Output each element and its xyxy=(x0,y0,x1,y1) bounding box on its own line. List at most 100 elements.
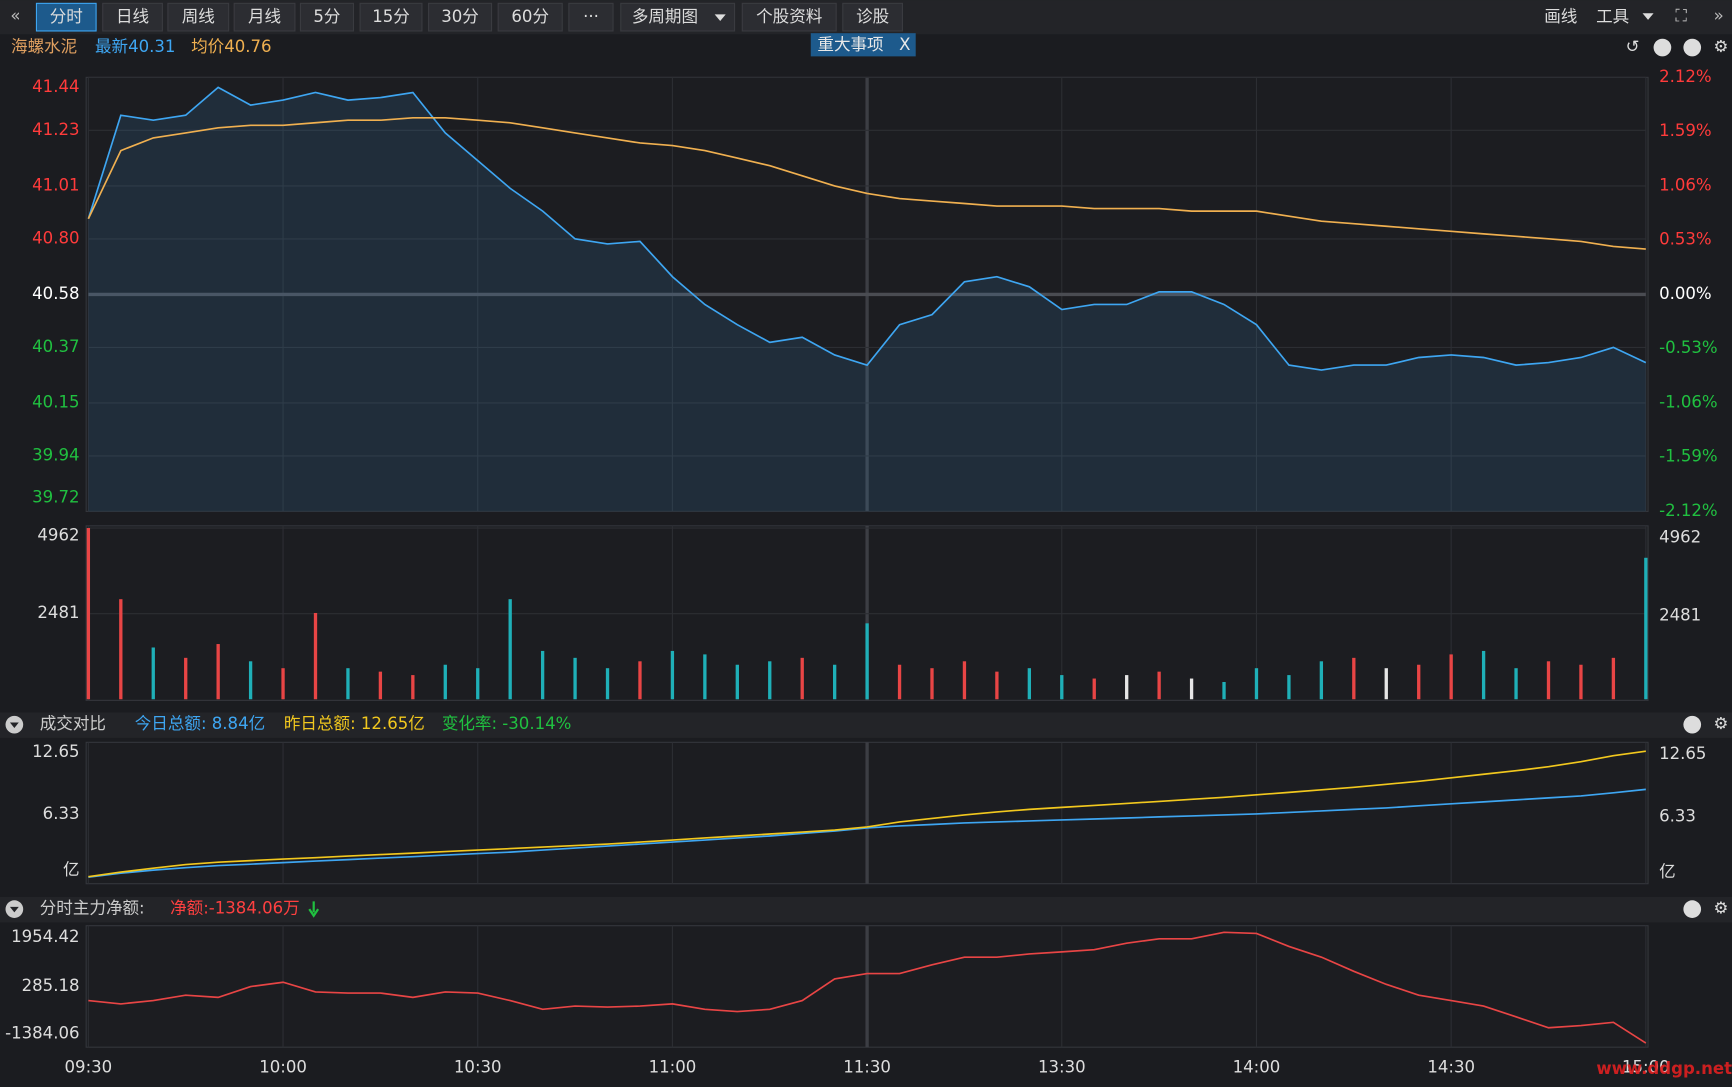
amount-header-bar xyxy=(0,712,1732,738)
volume-bar xyxy=(281,668,285,700)
dropdown-arrow xyxy=(714,14,726,22)
x-tick-label: 10:30 xyxy=(454,1058,502,1077)
volume-bar xyxy=(735,664,739,700)
volume-bar xyxy=(119,599,123,700)
zoom-in-icon[interactable] xyxy=(1653,38,1672,57)
toolbar-button-label[interactable]: 30分 xyxy=(441,7,479,26)
volume-bar xyxy=(995,671,999,700)
volume-bar xyxy=(1125,675,1129,700)
toolbar-button-label[interactable]: 个股资料 xyxy=(756,7,822,26)
volume-bar xyxy=(1384,668,1388,700)
close-icon[interactable] xyxy=(1683,715,1702,734)
toolbar-button-label[interactable]: 周线 xyxy=(182,7,215,26)
settings-icon[interactable]: ⚙ xyxy=(1714,899,1729,918)
volume-bar xyxy=(833,664,837,700)
toolbar-button[interactable] xyxy=(167,2,230,32)
toolbar-button-label[interactable]: 诊股 xyxy=(856,7,889,26)
toolbar-button-label[interactable]: 5分 xyxy=(313,7,340,26)
y-tick-label: 40.15 xyxy=(32,392,79,411)
settings-icon[interactable]: ⚙ xyxy=(1714,37,1729,56)
volume-bar xyxy=(638,661,642,700)
volume-bar xyxy=(1644,557,1648,700)
toolbar-button-label[interactable]: ··· xyxy=(583,7,599,26)
amount-title: 成交对比 xyxy=(40,714,106,733)
event-close[interactable]: X xyxy=(899,35,910,54)
volume-bar xyxy=(1449,654,1453,700)
line xyxy=(87,86,1647,371)
flow-net: 净额:-1384.06万 xyxy=(170,899,300,918)
toolbar-button[interactable] xyxy=(497,2,563,32)
volume-bar xyxy=(768,661,772,700)
toolbar-button[interactable] xyxy=(233,2,296,32)
volume-bar xyxy=(1352,657,1356,700)
volume-bar xyxy=(1092,678,1096,700)
volume-bar xyxy=(573,657,577,700)
toolbar-button[interactable] xyxy=(568,2,614,32)
toolbar-button-label[interactable]: 月线 xyxy=(248,7,281,26)
y2-tick-label: 0.53% xyxy=(1659,230,1712,249)
volume-bar xyxy=(476,668,480,700)
toolbar-button-label[interactable]: 15分 xyxy=(372,7,410,26)
x-tick-label: 11:00 xyxy=(649,1058,697,1077)
volume-bar xyxy=(1189,678,1194,700)
amount-yesterday: 昨日总额: 12.65亿 xyxy=(284,714,425,733)
volume-bar xyxy=(151,647,155,700)
y-tick-label: 40.58 xyxy=(32,284,79,303)
x-tick-label: 14:30 xyxy=(1427,1058,1475,1077)
zoom-out-icon[interactable] xyxy=(1683,38,1702,57)
y2-tick-label: 1.06% xyxy=(1659,175,1712,194)
flow-title: 分时主力净额: xyxy=(40,899,145,918)
y-tick-label-right: 亿 xyxy=(1659,862,1676,881)
volume-bar xyxy=(897,664,902,700)
toolbar-button[interactable] xyxy=(620,2,736,32)
toolbar-button-label[interactable]: 多周期图 xyxy=(632,7,698,26)
toolbar-button[interactable] xyxy=(842,2,904,32)
x-tick-label: 15:00 xyxy=(1622,1058,1670,1077)
average-price: 均价40.76 xyxy=(191,37,271,56)
volume-bar xyxy=(1417,664,1421,700)
toolbar-button[interactable] xyxy=(102,2,163,32)
x-tick-label: 09:30 xyxy=(65,1058,113,1077)
y-tick-label: 12.65 xyxy=(32,742,79,761)
volume-bar xyxy=(313,612,318,700)
volume-bar xyxy=(1222,681,1226,700)
x-tick-label: 13:30 xyxy=(1038,1058,1086,1077)
next-arrow[interactable]: » xyxy=(1714,6,1724,25)
volume-bar xyxy=(1514,668,1518,700)
toolbar-button[interactable] xyxy=(359,2,423,32)
toolbar-button[interactable] xyxy=(35,2,97,32)
amount-today: 今日总额: 8.84亿 xyxy=(135,714,265,733)
down-arrow xyxy=(308,901,320,918)
toolbar-right-label[interactable]: 画线 xyxy=(1544,7,1577,26)
toolbar-button-label[interactable]: 60分 xyxy=(511,7,549,26)
x-tick-label: 11:30 xyxy=(843,1058,891,1077)
latest-price: 最新40.31 xyxy=(95,37,175,56)
settings-icon[interactable]: ⚙ xyxy=(1714,714,1729,733)
volume-bar xyxy=(1481,650,1486,700)
volume-bar xyxy=(378,671,383,700)
dropdown-arrow xyxy=(1642,13,1654,20)
toolbar-button-label[interactable]: 日线 xyxy=(116,7,149,26)
reset-icon[interactable]: ↺ xyxy=(1626,37,1640,56)
y-tick-label-right: 4962 xyxy=(1659,527,1701,546)
prev-arrow[interactable]: « xyxy=(10,6,20,25)
toolbar-button[interactable] xyxy=(428,2,493,32)
volume-bar xyxy=(605,668,610,700)
amount-change: 变化率: -30.14% xyxy=(442,714,572,733)
y-tick-label-right: 2481 xyxy=(1659,605,1701,624)
fullscreen-icon[interactable]: ⛶ xyxy=(1675,6,1687,25)
y-tick-label: 40.37 xyxy=(32,337,79,356)
close-icon[interactable] xyxy=(1683,900,1702,918)
toolbar-right-label[interactable]: 工具 xyxy=(1596,7,1629,26)
toolbar-button-label[interactable]: 分时 xyxy=(50,7,83,26)
volume-bar xyxy=(1027,668,1031,700)
y2-tick-label: -2.12% xyxy=(1659,501,1718,520)
event-button[interactable] xyxy=(810,33,916,57)
volume-bar xyxy=(865,623,869,700)
volume-bar xyxy=(443,664,447,700)
toolbar-button[interactable] xyxy=(299,2,355,32)
event-label[interactable]: 重大事项 xyxy=(817,35,883,54)
toolbar-button[interactable] xyxy=(741,2,837,32)
